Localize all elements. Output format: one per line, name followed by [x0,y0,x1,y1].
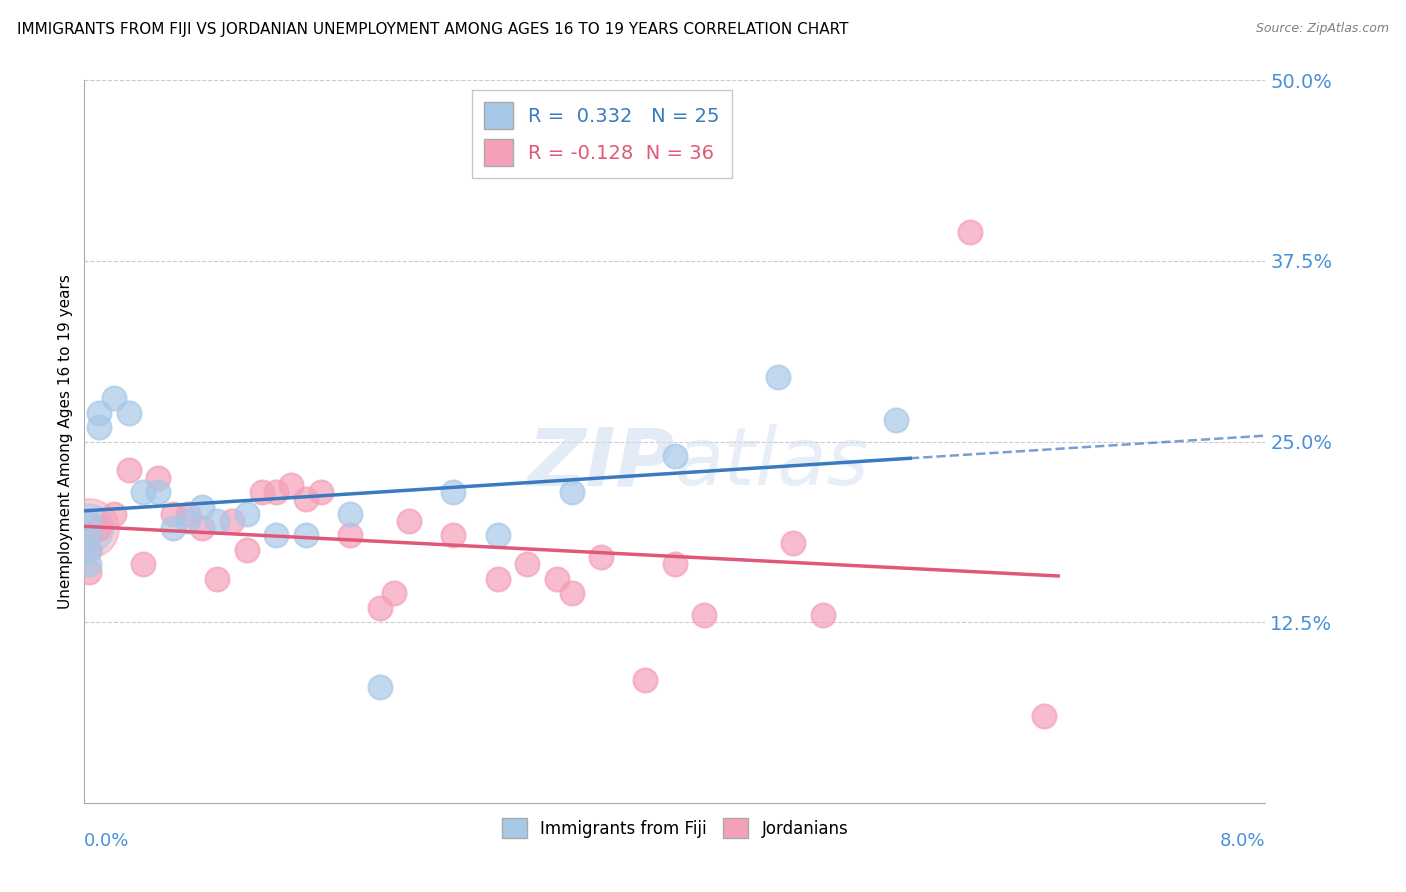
Point [191,500,214,514]
Point [516,558,538,572]
Point [486,572,509,586]
Point [77,542,100,557]
Point [77,521,100,535]
Point [782,535,804,549]
Point [693,607,716,622]
Point [398,514,420,528]
Point [368,600,391,615]
Point [87,521,111,535]
Point [561,485,583,500]
Point [264,528,288,542]
Point [295,528,318,542]
Point [339,528,361,542]
Point [77,528,100,542]
Text: ZIP: ZIP [527,425,675,502]
Point [118,406,141,420]
Point [634,673,657,687]
Point [103,391,125,405]
Point [77,558,100,572]
Point [768,369,790,384]
Point [443,528,465,542]
Point [103,507,125,521]
Point [132,558,155,572]
Point [664,449,686,463]
Point [250,485,273,500]
Point [280,478,302,492]
Text: IMMIGRANTS FROM FIJI VS JORDANIAN UNEMPLOYMENT AMONG AGES 16 TO 19 YEARS CORRELA: IMMIGRANTS FROM FIJI VS JORDANIAN UNEMPL… [17,22,848,37]
Y-axis label: Unemployment Among Ages 16 to 19 years: Unemployment Among Ages 16 to 19 years [58,274,73,609]
Point [118,463,141,477]
Point [77,521,100,535]
Point [87,406,111,420]
Point [77,514,100,528]
Point [191,521,214,535]
Point [162,521,184,535]
Point [664,558,686,572]
Point [339,507,361,521]
Point [221,514,243,528]
Point [486,528,509,542]
Point [811,607,834,622]
Point [546,572,568,586]
Point [561,586,583,600]
Point [162,507,184,521]
Point [368,680,391,694]
Point [148,485,170,500]
Point [132,485,155,500]
Text: atlas: atlas [675,425,870,502]
Text: 8.0%: 8.0% [1220,831,1265,850]
Text: 0.0%: 0.0% [84,831,129,850]
Point [309,485,332,500]
Point [177,514,200,528]
Point [443,485,465,500]
Point [148,470,170,484]
Point [264,485,288,500]
Point [295,492,318,507]
Point [235,507,259,521]
Point [87,420,111,434]
Point [207,572,229,586]
Point [177,507,200,521]
Point [384,586,406,600]
Point [77,565,100,579]
Point [591,550,613,565]
Text: Source: ZipAtlas.com: Source: ZipAtlas.com [1256,22,1389,36]
Point [959,225,981,239]
Legend: Immigrants from Fiji, Jordanians: Immigrants from Fiji, Jordanians [495,812,855,845]
Point [77,528,100,542]
Point [77,542,100,557]
Point [886,413,908,427]
Point [235,542,259,557]
Point [1033,709,1056,723]
Point [207,514,229,528]
